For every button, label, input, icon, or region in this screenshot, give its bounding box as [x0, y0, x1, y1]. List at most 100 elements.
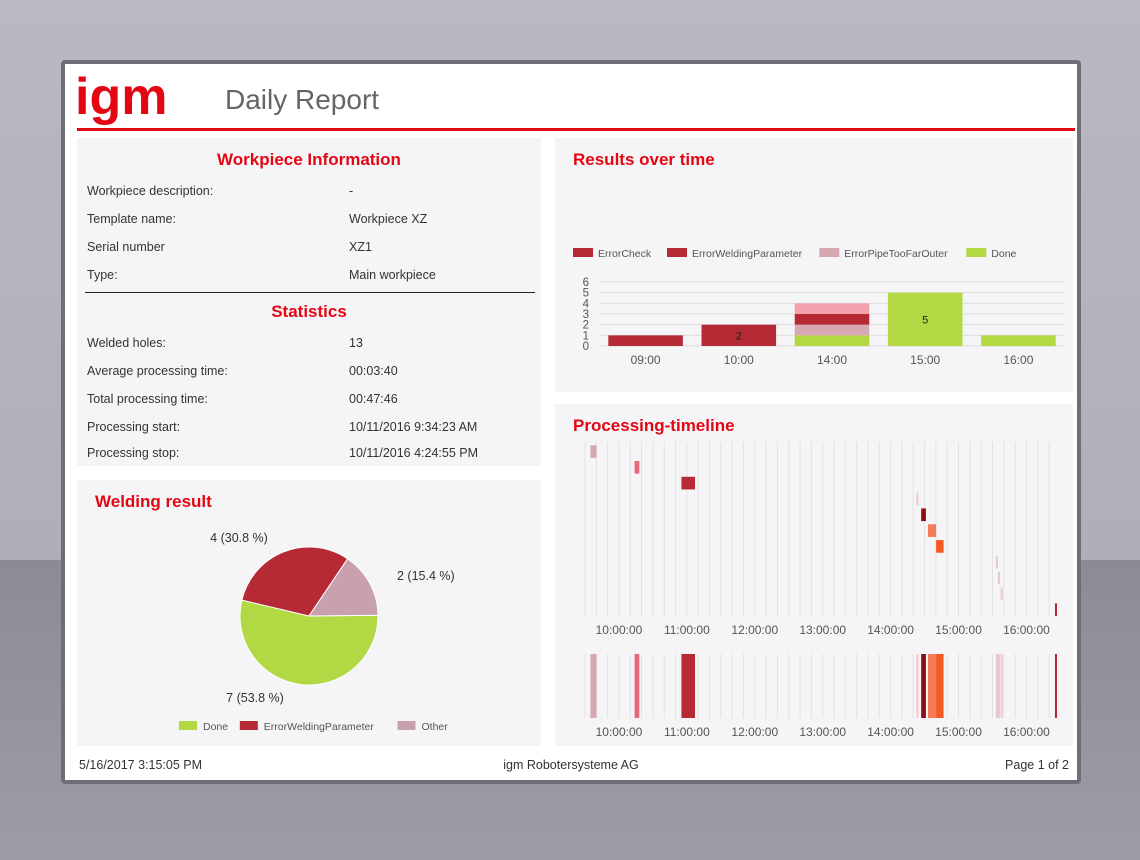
footer-date: 5/16/2017 3:15:05 PM [79, 758, 203, 772]
timeline-x-tick-label: 12:00:00 [731, 725, 778, 739]
legend-label: Done [991, 248, 1016, 260]
welding-pie-chart: 7 (53.8 %) 4 (30.8 %) 2 (15.4 %) Done ErrorW… [179, 531, 455, 733]
timeline-event [681, 476, 696, 490]
pie-data-label: 2 (15.4 %) [397, 569, 455, 583]
timeline-event [921, 508, 926, 522]
timeline-event [997, 571, 1000, 585]
header-divider [77, 128, 1075, 131]
row-label: Template name: [87, 212, 176, 226]
timeline-x-tick-label: 14:00:00 [867, 725, 914, 739]
x-tick-label: 09:00 [631, 353, 661, 367]
footer-page-number: Page 1 of 2 [1005, 758, 1069, 772]
workpiece-title: Workpiece Information [217, 150, 401, 169]
timeline-x-tick-label: 12:00:00 [731, 623, 778, 637]
y-tick-label: 0 [583, 341, 589, 353]
pie-slice-other [308, 558, 379, 617]
processing-timeline-chart: 10:00:00 11:00:00 12:00:00 13:00:00 14:00:00… [584, 442, 1057, 739]
bar-done [794, 335, 870, 346]
timeline-event [1000, 587, 1003, 601]
row-label: Type: [87, 268, 118, 282]
row-label: Processing stop: [87, 446, 180, 460]
row-label: Processing start: [87, 420, 181, 434]
statistics-title: Statistics [271, 302, 347, 321]
timeline-x-tick-label: 10:00:00 [596, 725, 643, 739]
welding-result-panel: Welding result 7 (53.8 %) 4 (30.8 %) 2 (15… [77, 480, 541, 746]
legend-swatch [573, 248, 593, 257]
bar-data-label: 2 [736, 330, 742, 342]
timeline-event [1054, 603, 1057, 616]
timeline-summary-event [590, 654, 597, 718]
timeline-x-tick-label: 15:00:00 [935, 623, 982, 637]
timeline-summary-event [916, 654, 919, 718]
section-divider [85, 292, 535, 293]
legend-label: Other [422, 721, 449, 733]
row-value: 00:47:46 [349, 392, 398, 406]
timeline-event [916, 492, 919, 506]
timeline-x-tick-label: 11:00:00 [664, 725, 710, 739]
legend-swatch [966, 248, 987, 257]
legend-label: ErrorWeldingParameter [264, 721, 375, 733]
x-tick-label: 10:00 [724, 353, 754, 367]
footer-company: igm Robotersysteme AG [503, 758, 639, 772]
timeline-summary-event [997, 654, 1000, 718]
row-label: Average processing time: [87, 364, 228, 378]
row-value: - [349, 184, 354, 198]
processing-timeline-panel: Processing-timeline 10:00:00 11:00:00 12:0… [555, 404, 1073, 746]
timeline-summary-event [634, 654, 640, 718]
pie-slice-done [239, 599, 379, 686]
bar-errorcheck [794, 303, 870, 314]
row-value: 10/11/2016 4:24:55 PM [349, 446, 479, 460]
bar-done [887, 292, 963, 346]
timeline-event [936, 540, 944, 553]
bar-errorweldingparameter [701, 324, 777, 346]
processing-timeline-title: Processing-timeline [573, 416, 735, 435]
row-label: Workpiece description: [87, 184, 214, 198]
timeline-event [634, 460, 640, 474]
row-label: Total processing time: [87, 392, 208, 406]
timeline-event [590, 445, 597, 458]
bar-done [981, 335, 1056, 346]
legend-label: ErrorCheck [598, 248, 652, 260]
legend-swatch [397, 721, 416, 730]
welding-result-title: Welding result [95, 492, 212, 511]
timeline-summary-event [1054, 654, 1057, 718]
legend-swatch [239, 721, 258, 730]
logo-text: igm [75, 70, 167, 126]
timeline-summary-event [995, 654, 998, 718]
bar-errorpipetoofarouter [794, 324, 870, 336]
row-label: Serial number [87, 240, 165, 254]
timeline-summary-event [1000, 654, 1003, 718]
timeline-x-tick-label: 13:00:00 [799, 725, 846, 739]
row-value: 00:03:40 [349, 364, 398, 378]
row-value: 10/11/2016 9:34:23 AM [349, 420, 478, 434]
report-page: igm Daily Report Workpiece Information W… [61, 60, 1081, 784]
pie-slice-errorweldingparameter [241, 546, 349, 617]
results-over-time-title: Results over time [573, 150, 715, 169]
y-tick-label: 4 [583, 298, 590, 310]
x-tick-label: 15:00 [910, 353, 940, 367]
timeline-x-tick-label: 16:00:00 [1003, 623, 1050, 637]
timeline-x-tick-label: 11:00:00 [664, 623, 710, 637]
legend-swatch [819, 248, 840, 257]
y-tick-label: 6 [583, 277, 589, 289]
timeline-x-tick-label: 13:00:00 [799, 623, 846, 637]
timeline-event [995, 555, 998, 569]
timeline-summary-event [927, 654, 937, 718]
timeline-event [927, 524, 937, 537]
row-value: Workpiece XZ [349, 212, 428, 226]
timeline-summary-event [921, 654, 926, 718]
y-tick-label: 3 [583, 309, 589, 321]
timeline-x-tick-label: 16:00:00 [1003, 725, 1050, 739]
timeline-x-tick-label: 14:00:00 [867, 623, 914, 637]
legend-label: Done [203, 721, 228, 733]
row-value: Main workpiece [349, 268, 436, 282]
page-title: Daily Report [225, 84, 380, 115]
row-value: XZ1 [349, 240, 372, 254]
row-value: 13 [349, 336, 363, 350]
legend-label: ErrorPipeTooFarOuter [844, 248, 948, 260]
x-tick-label: 16:00 [1003, 353, 1033, 367]
pie-data-label: 7 (53.8 %) [226, 691, 284, 705]
y-tick-label: 1 [583, 330, 589, 342]
legend-swatch [667, 248, 687, 257]
timeline-summary-event [936, 654, 944, 718]
